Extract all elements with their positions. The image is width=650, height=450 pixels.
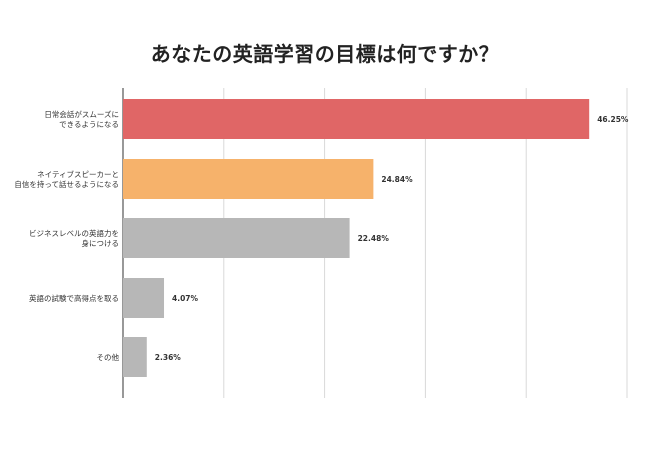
bar: [123, 159, 374, 199]
category-label-line: ビジネスレベルの英語力を: [29, 228, 119, 238]
chart-title: あなたの英語学習の目標は何ですか？: [150, 42, 500, 66]
category-label: 英語の試験で高得点を取る: [29, 293, 119, 303]
value-label: 2.36%: [155, 353, 182, 362]
category-label: 日常会話がスムーズにできるようになる: [44, 109, 119, 129]
category-label: ネイティブスピーカーと自信を持って話せるようになる: [14, 169, 119, 189]
value-label: 46.25%: [597, 115, 629, 124]
category-label-line: その他: [97, 352, 120, 362]
category-label: その他: [97, 352, 120, 362]
category-label-line: 自信を持って話せるようになる: [14, 179, 119, 189]
category-label-line: ネイティブスピーカーと: [37, 169, 119, 179]
category-label-line: 英語の試験で高得点を取る: [29, 293, 119, 303]
category-label-line: 日常会話がスムーズに: [44, 109, 119, 119]
bar: [123, 99, 590, 139]
value-label: 24.84%: [381, 175, 413, 184]
value-label: 22.48%: [358, 234, 390, 243]
bar: [123, 278, 165, 318]
bar: [123, 337, 147, 377]
category-label: ビジネスレベルの英語力を身につける: [29, 228, 119, 248]
category-label-line: できるようになる: [59, 120, 119, 129]
value-label: 4.07%: [172, 294, 199, 303]
bar: [123, 218, 350, 258]
category-label-line: 身につける: [82, 238, 120, 248]
